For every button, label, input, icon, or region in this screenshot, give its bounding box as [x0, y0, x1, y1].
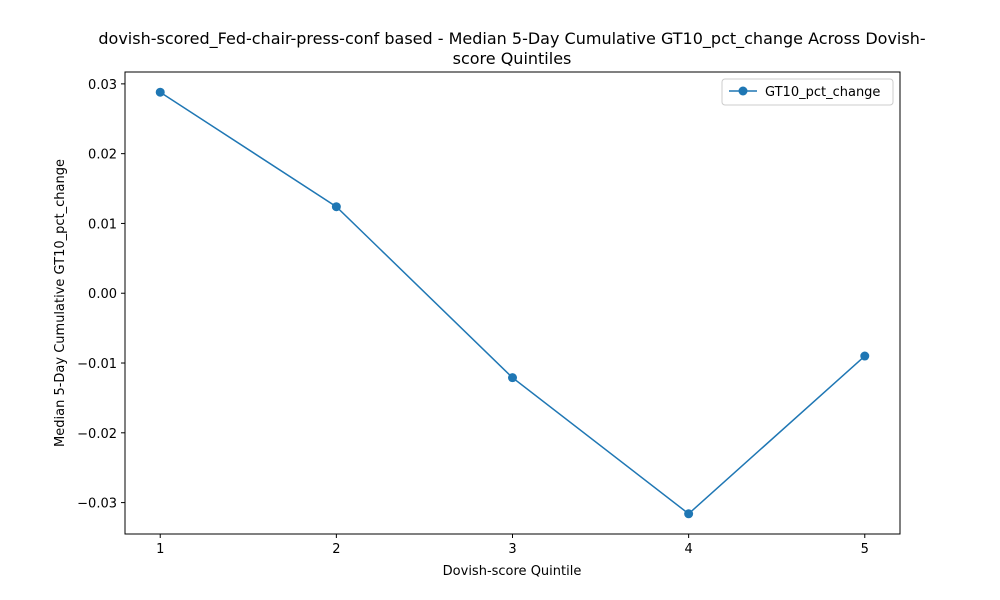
- y-axis-ticks: 0.03 0.02 0.01 0.00 −0.01 −0.02 −0.03: [77, 78, 125, 512]
- x-tick-label: 1: [156, 542, 164, 557]
- y-axis-label: Median 5-Day Cumulative GT10_pct_change: [53, 159, 68, 447]
- chart-title-line-2: score Quintiles: [453, 49, 572, 68]
- series-layer: [155, 87, 870, 519]
- data-point: [331, 202, 341, 212]
- y-tick-label: 0.00: [88, 287, 117, 302]
- x-tick-label: 3: [508, 542, 516, 557]
- y-tick-label: 0.02: [88, 148, 117, 163]
- x-axis-ticks: 1 2 3 4 5: [156, 534, 869, 557]
- y-tick-label: 0.01: [88, 217, 117, 232]
- y-tick-label: −0.01: [77, 357, 117, 372]
- x-tick-label: 5: [861, 542, 869, 557]
- legend-series-label: GT10_pct_change: [765, 85, 880, 100]
- data-point: [684, 509, 694, 519]
- legend-frame: [721, 78, 894, 106]
- chart-title-line-1: dovish-scored_Fed-chair-press-conf based…: [98, 29, 925, 49]
- data-point: [508, 373, 517, 383]
- x-tick-label: 2: [332, 542, 340, 557]
- data-point: [860, 351, 870, 361]
- x-axis-label: Dovish-score Quintile: [443, 564, 582, 579]
- y-tick-label: 0.03: [88, 78, 117, 93]
- y-tick-label: −0.02: [77, 427, 117, 442]
- legend: GT10_pct_change: [721, 78, 894, 106]
- y-tick-label: −0.03: [77, 497, 117, 512]
- legend-series-marker: [738, 86, 748, 96]
- data-point: [155, 87, 165, 97]
- x-tick-label: 4: [684, 542, 692, 557]
- plot-area: [124, 71, 901, 535]
